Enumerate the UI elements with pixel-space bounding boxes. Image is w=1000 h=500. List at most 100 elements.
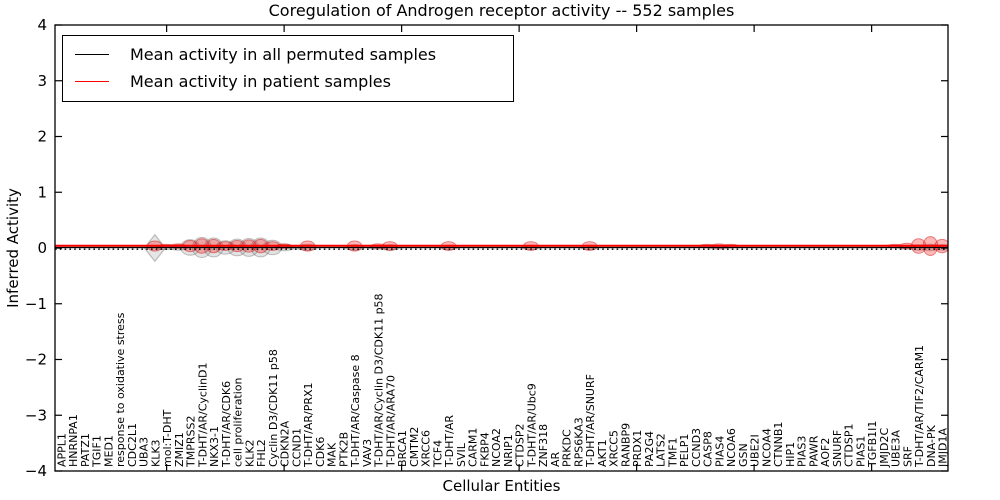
x-category-label: T-DHT/AR/SNURF xyxy=(584,374,597,468)
x-category-label: PAWR xyxy=(807,435,820,467)
x-category-label: cell proliferation xyxy=(232,377,245,467)
x-category-label: T-DHT/AR/PRX1 xyxy=(302,382,315,468)
x-category-label: JMJD2C xyxy=(878,428,891,468)
y-tick-label: 1 xyxy=(37,183,47,201)
x-category-label: FKBP4 xyxy=(478,432,491,467)
x-category-label: AR xyxy=(549,451,562,467)
x-category-label: RPS6KA3 xyxy=(572,417,585,467)
x-category-label: NRIP1 xyxy=(502,434,515,467)
legend-label: Mean activity in patient samples xyxy=(130,72,391,91)
legend-line-sample-red xyxy=(75,81,109,82)
x-category-label: T-DHT/AR/CDK6 xyxy=(220,381,233,468)
y-tick-label: −2 xyxy=(25,351,47,369)
x-category-label: PRDX1 xyxy=(631,430,644,467)
x-category-label: UBE2I xyxy=(749,434,762,467)
x-axis-label: Cellular Entities xyxy=(442,477,561,495)
legend-item-patient: Mean activity in patient samples xyxy=(63,68,513,95)
x-category-label: SNURF xyxy=(831,430,844,467)
x-category-label: CTNNB1 xyxy=(772,422,785,467)
x-category-label: HNRNPA1 xyxy=(67,414,80,467)
x-category-label: XRCC5 xyxy=(608,430,621,467)
y-axis-label: Inferred Activity xyxy=(4,188,22,308)
x-category-label: NCOA4 xyxy=(760,428,773,467)
x-category-label: T-DHT/AR/Ubc9 xyxy=(525,383,538,468)
x-category-label: Cyclin D3/CDK11 p58 xyxy=(267,349,280,467)
x-category-label: APPL1 xyxy=(55,433,68,467)
x-category-label: TGIF1 xyxy=(91,435,104,468)
y-tick-label: 3 xyxy=(37,72,47,90)
legend-item-permuted: Mean activity in all permuted samples xyxy=(63,41,513,68)
x-category-label: DNA-PK xyxy=(925,424,938,467)
y-tick-label: 4 xyxy=(37,16,47,34)
x-category-label: PATZ1 xyxy=(79,433,92,467)
x-category-label: CASP8 xyxy=(702,431,715,467)
x-category-label: T-DHT/AR xyxy=(443,415,456,468)
x-category-label: KLK3 xyxy=(149,439,162,467)
x-category-label: PIAS3 xyxy=(796,436,809,467)
x-category-label: PTK2B xyxy=(337,432,350,467)
x-category-label: PELP1 xyxy=(678,434,691,467)
mean-lines xyxy=(55,244,948,250)
x-category-label: UBA3 xyxy=(138,437,151,467)
x-category-label: TGFB1I1 xyxy=(866,421,879,468)
x-category-label: BRCA1 xyxy=(396,430,409,467)
x-category-label: MAK xyxy=(326,442,339,467)
x-category-label: response to oxidative stress xyxy=(114,312,127,467)
x-category-label: T-DHT/AR/CyclinD1 xyxy=(196,362,209,468)
x-category-label: AKT1 xyxy=(596,439,609,467)
x-category-label: ZNF318 xyxy=(537,424,550,467)
x-category-label: TMPRSS2 xyxy=(185,416,198,468)
x-category-label: mol:T-DHT xyxy=(161,409,174,467)
x-category-label: PIAS4 xyxy=(713,436,726,467)
x-category-label: T-DHT/AR/TIF2/CARM1 xyxy=(913,345,926,468)
x-category-label: NCOA6 xyxy=(725,428,738,467)
y-tick-label: 2 xyxy=(37,128,47,146)
x-category-label: TMF1 xyxy=(666,437,679,468)
x-category-label: PRKDC xyxy=(561,429,574,467)
x-category-label: HIP1 xyxy=(784,442,797,467)
x-category-label: CDK6 xyxy=(314,437,327,467)
chart-title: Coregulation of Androgen receptor activi… xyxy=(268,1,735,20)
x-category-label: UBE3A xyxy=(890,429,903,467)
x-category-label: SRF xyxy=(901,446,914,467)
x-category-label: NCOA2 xyxy=(490,428,503,467)
legend: Mean activity in all permuted samples Me… xyxy=(62,35,514,102)
y-tick-label: −1 xyxy=(25,295,47,313)
y-tick-labels: 4 3 2 1 0 −1 −2 −3 −4 xyxy=(25,16,47,480)
y-tick-label: −4 xyxy=(25,462,47,480)
x-category-label: PA2G4 xyxy=(643,431,656,467)
x-category-label: T-DHT/AR/ARA70 xyxy=(384,375,397,468)
x-category-label: TCF4 xyxy=(431,440,444,468)
x-category-label: RANBP9 xyxy=(619,423,632,467)
x-category-label: KLK2 xyxy=(243,439,256,467)
x-category-label: ZMIZ1 xyxy=(173,432,186,467)
x-category-label: XRCC6 xyxy=(420,430,433,467)
x-category-label: AOF2 xyxy=(819,438,832,467)
x-category-label: SVIL xyxy=(455,442,468,467)
y-tick-label: 0 xyxy=(37,239,47,257)
x-category-label: CMTM2 xyxy=(408,427,421,467)
x-category-label: CTDSP2 xyxy=(514,424,527,467)
x-category-label: CDC2L1 xyxy=(126,423,139,467)
x-category-label: T-DHT/AR/Caspase 8 xyxy=(349,354,362,468)
x-category-label: FHL2 xyxy=(255,439,268,467)
x-category-label: PIAS1 xyxy=(854,436,867,467)
x-category-label: VAV3 xyxy=(361,439,374,467)
legend-label: Mean activity in all permuted samples xyxy=(130,45,437,64)
x-category-label: NKX3-1 xyxy=(208,426,221,467)
x-category-label: CTDSP1 xyxy=(843,424,856,467)
x-category-label: CARM1 xyxy=(467,428,480,467)
y-tick-label: −3 xyxy=(25,406,47,424)
x-category-label: CDKN2A xyxy=(279,420,292,467)
x-category-label: T-DHT/AR/Cyclin D3/CDK11 p58 xyxy=(373,293,386,468)
axis-ticks xyxy=(55,24,948,472)
x-category-label: LATS2 xyxy=(655,433,668,467)
x-category-label: MED1 xyxy=(102,435,115,467)
x-category-label: GSN xyxy=(737,443,750,467)
x-category-label: JMJD1A xyxy=(937,428,950,468)
x-category-label: CCND1 xyxy=(290,428,303,467)
legend-line-sample-black xyxy=(75,54,109,55)
